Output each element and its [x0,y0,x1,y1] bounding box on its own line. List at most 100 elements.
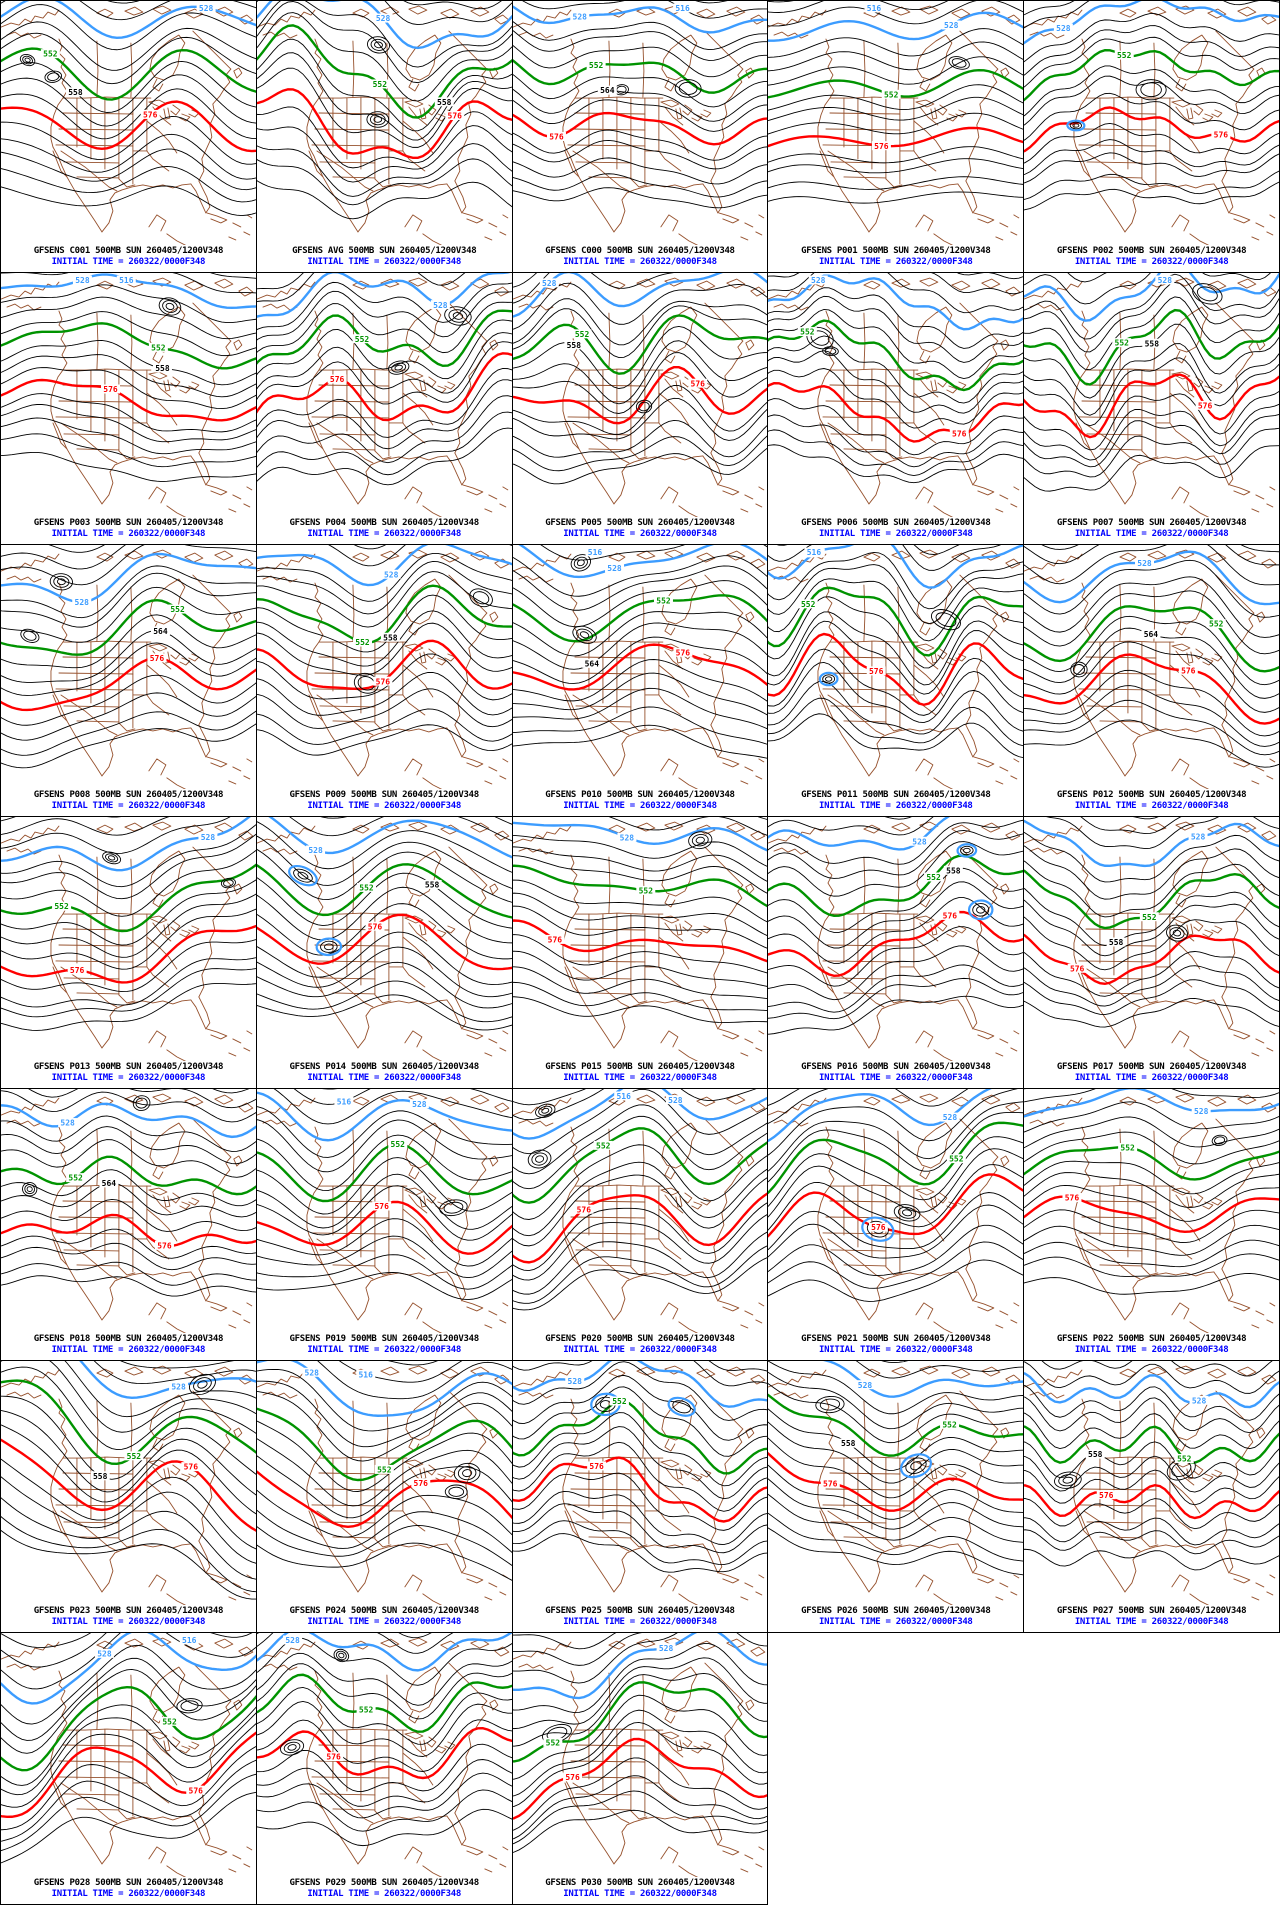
height-contour [512,305,768,358]
height-contour [512,1757,768,1831]
height-contour [256,1789,512,1832]
height-contour-red [512,1191,768,1264]
contour-label-mask [1135,558,1155,568]
panel-title: GFSENS P013 500MB SUN 260405/1200V348 [33,1062,224,1072]
height-value-label-576: 576 [549,133,564,142]
circulation-ring [220,877,236,889]
height-contour [403,1,502,10]
height-contour [256,67,512,148]
circulation-ring [335,1650,347,1661]
height-value-label-564: 564 [584,660,599,669]
circulation-ring [531,1152,548,1166]
closed-circulation-center [188,1373,216,1396]
height-contour-red [256,913,512,971]
circulation-ring [579,631,589,639]
height-contour [1024,139,1279,176]
height-contour [1,1704,256,1786]
height-contour [1,1182,256,1218]
closed-circulation-center [176,1698,203,1714]
panel-title: GFSENS P022 500MB SUN 260405/1200V348 [1056,1334,1247,1344]
height-contour-red [1024,653,1279,725]
height-contour [256,1218,512,1267]
height-contour [512,99,768,132]
height-contour [512,706,768,745]
height-contour-red [1,656,256,712]
height-contour [1,367,256,410]
height-contour [1,710,256,756]
height-contour [512,397,768,441]
height-contour-red [1,100,256,153]
height-value-label-516: 516 [358,1370,373,1379]
contour-label-mask [542,1737,562,1747]
height-value-label-564: 564 [1144,630,1159,639]
panel-caption: GFSENS P029 500MB SUN 260405/1200V348 INI… [257,1877,512,1900]
contour-label-mask [374,1464,394,1474]
height-contour [256,1,512,68]
contour-label-mask [72,275,92,285]
height-contour [768,897,1024,964]
map-panel-p018: 528 552 576 564 GFSENS P018 500MB SUN 260405… [1,1089,257,1361]
height-contour [1,185,256,216]
height-contour [212,1089,250,1094]
contour-label-mask [1155,275,1175,285]
height-contour [1,817,122,822]
height-contour [512,1144,768,1220]
contour-label-mask [1206,619,1226,629]
circulation-ring [825,676,833,682]
height-contour [1024,1253,1279,1277]
circulation-ring [534,1155,544,1163]
height-contour [768,273,1024,314]
panel-initial-time: INITIAL TIME = 260322/0000F348 [819,1617,973,1627]
circulation-ring [936,612,957,627]
height-contour-green [1,322,256,370]
closed-circulation-center [527,1149,552,1169]
height-value-label-528: 528 [171,1382,186,1391]
weather-map: 528 552 576 558 [256,817,512,1061]
circulation-ring [819,671,839,687]
north-america-outline [1024,5,1277,245]
height-contour [93,1361,256,1385]
closed-circulation-center [687,831,712,850]
height-contour [768,1259,1024,1302]
height-contour [1024,845,1279,900]
contour-label-mask [90,1471,110,1481]
contour-label-mask [352,334,372,344]
height-contour [1024,13,1279,63]
height-contour [256,1157,512,1215]
height-contour [1024,887,1279,946]
height-value-label-552: 552 [574,330,589,339]
height-contour-red [1024,1483,1279,1520]
height-contour [1024,414,1279,468]
height-contour [256,1391,512,1462]
panel-caption: GFSENS P030 500MB SUN 260405/1200V348 INI… [513,1877,768,1900]
height-contour [768,1361,1024,1415]
height-contour [768,995,1024,1035]
height-value-label-528: 528 [412,1100,427,1109]
height-value-label-576: 576 [70,966,85,975]
height-contour [1024,1160,1279,1195]
contour-label-mask [52,901,72,911]
map-panel-p014: 528 552 576 558 GFSENS P014 500MB SUN 260405… [256,817,513,1089]
map-panel-p019: 528 552 576 516 GFSENS P019 500MB SUN 260405… [256,1089,513,1361]
height-contour [256,872,512,929]
height-contour [512,298,768,346]
height-contour [256,931,512,986]
height-contour-blue [1024,1372,1279,1409]
contour-label-mask [1054,23,1074,33]
circulation-ring [976,906,986,914]
closed-circulation-center [102,851,122,865]
height-value-label-564: 564 [102,1179,117,1188]
height-value-label-576: 576 [368,922,383,931]
height-contour [512,1426,768,1500]
contour-label-mask [430,300,450,310]
closed-circulation-center [570,554,591,572]
height-contour [512,892,768,937]
closed-circulation-center [220,877,236,889]
height-contour [1024,899,1279,957]
circulation-ring [1135,79,1167,101]
height-contour [1,850,256,917]
height-contour [1024,685,1279,747]
circulation-ring [573,556,588,569]
height-value-label-576: 576 [189,1786,204,1795]
height-contour [512,934,768,974]
